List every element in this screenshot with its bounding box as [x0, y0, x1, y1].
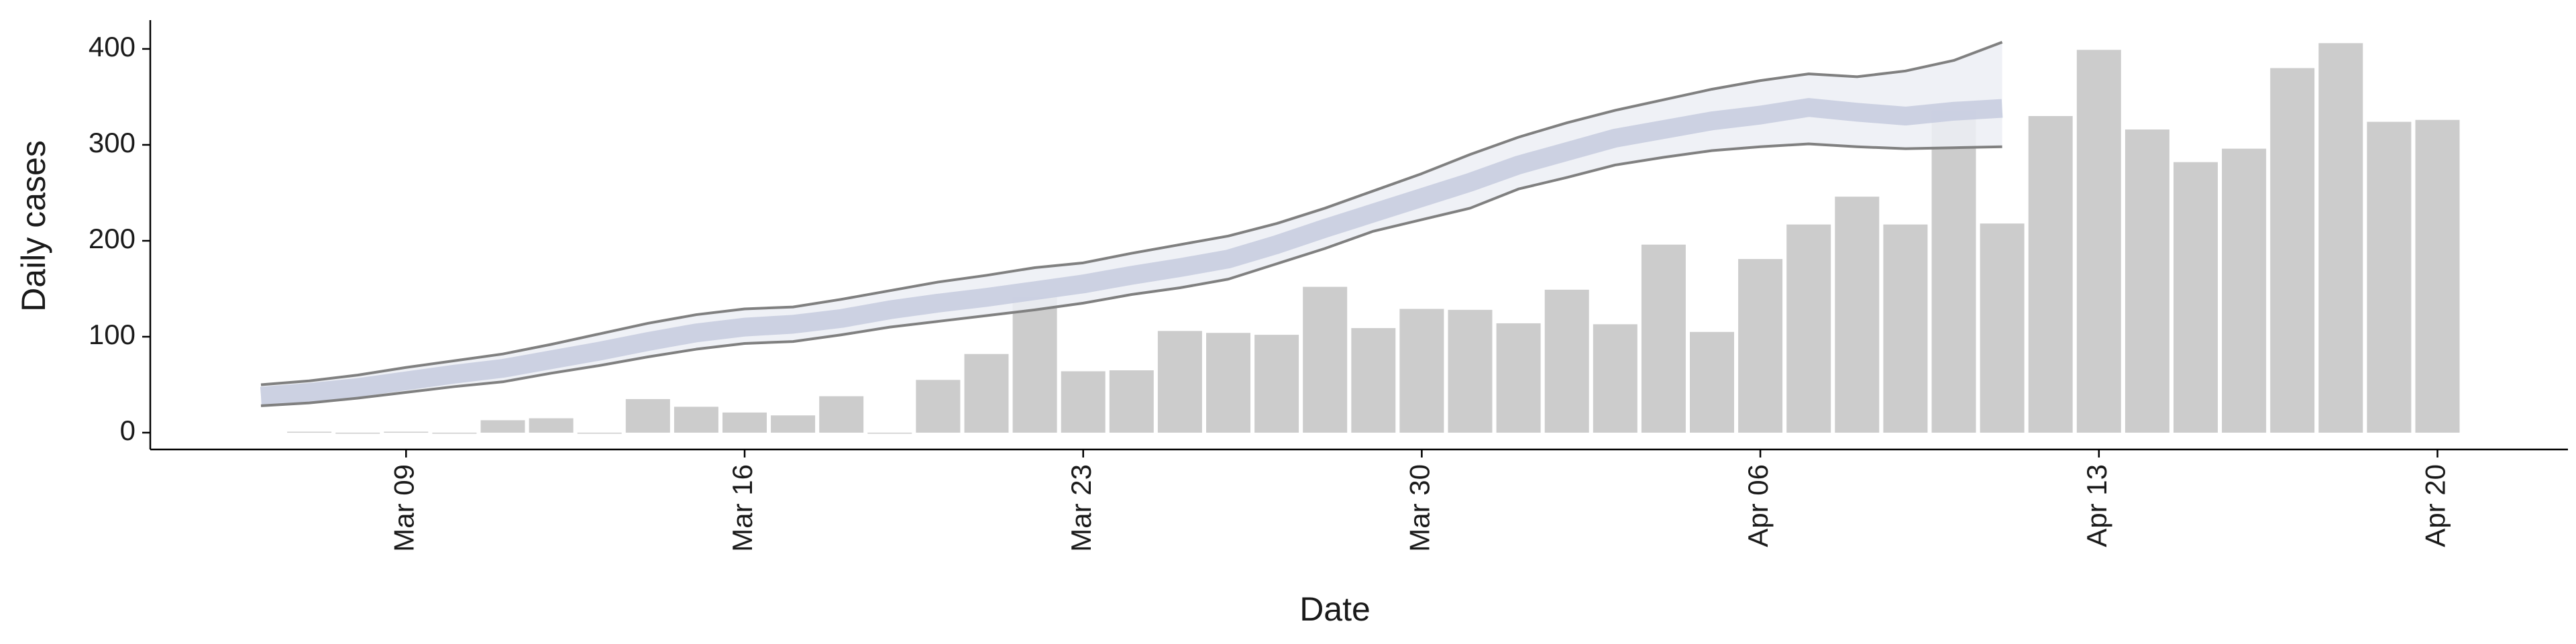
- bar: [916, 380, 961, 433]
- bar: [1738, 259, 1783, 433]
- lower-line: [260, 142, 2002, 407]
- bar: [625, 398, 670, 433]
- bar: [1061, 371, 1106, 433]
- bar: [2125, 129, 2169, 433]
- y-tick-label: 300: [89, 127, 136, 158]
- x-axis-title: Date: [1299, 590, 1371, 628]
- x-tick-label: Apr 06: [1742, 464, 1774, 547]
- bar: [2076, 50, 2121, 433]
- bar: [1012, 296, 1057, 433]
- bar: [1157, 331, 1202, 433]
- bar: [722, 412, 767, 433]
- bar: [2270, 68, 2315, 433]
- x-tick-label: Mar 30: [1403, 464, 1435, 552]
- bar: [1496, 323, 1541, 433]
- bar: [1303, 286, 1348, 433]
- y-tick-label: 200: [89, 223, 136, 254]
- y-tick-label: 100: [89, 319, 136, 350]
- bar: [2222, 148, 2267, 433]
- bar: [1690, 331, 1734, 433]
- bar: [964, 354, 1009, 433]
- bar: [384, 431, 429, 433]
- bar: [771, 415, 816, 433]
- x-tick-label: Mar 16: [727, 464, 758, 552]
- x-tick-label: Apr 13: [2081, 464, 2112, 547]
- x-tick-label: Mar 23: [1065, 464, 1097, 552]
- bar: [1448, 309, 1493, 433]
- bar: [2028, 116, 2073, 433]
- bar: [529, 418, 574, 433]
- bar: [2367, 121, 2412, 433]
- bar: [1399, 309, 1444, 433]
- y-tick-label: 400: [89, 31, 136, 62]
- bar: [1835, 197, 1880, 433]
- bar: [867, 432, 912, 434]
- y-tick-label: 0: [120, 415, 136, 446]
- bar: [819, 396, 864, 433]
- bar: [1980, 223, 2025, 433]
- bar: [1254, 335, 1299, 433]
- bar: [577, 432, 622, 434]
- bar: [335, 432, 380, 434]
- bar: [674, 407, 718, 433]
- bar: [287, 431, 332, 433]
- bar: [1593, 324, 1638, 433]
- bar: [1883, 224, 1928, 433]
- upper-line: [260, 41, 2003, 386]
- x-tick-label: Mar 09: [388, 464, 419, 552]
- bar: [2318, 43, 2363, 433]
- bar: [1351, 328, 1396, 433]
- bar: [1786, 224, 1831, 433]
- y-axis-title: Daily cases: [15, 140, 52, 312]
- bar: [1109, 370, 1154, 433]
- bar: [2174, 162, 2218, 433]
- bar: [1544, 289, 1589, 433]
- bar: [1931, 110, 1976, 433]
- bar: [432, 432, 477, 434]
- x-tick-label: Apr 20: [2420, 464, 2451, 547]
- bar: [2415, 119, 2460, 433]
- bar: [1206, 333, 1250, 433]
- bar: [480, 420, 525, 433]
- bar: [1641, 244, 1686, 433]
- median-line: [260, 98, 2003, 406]
